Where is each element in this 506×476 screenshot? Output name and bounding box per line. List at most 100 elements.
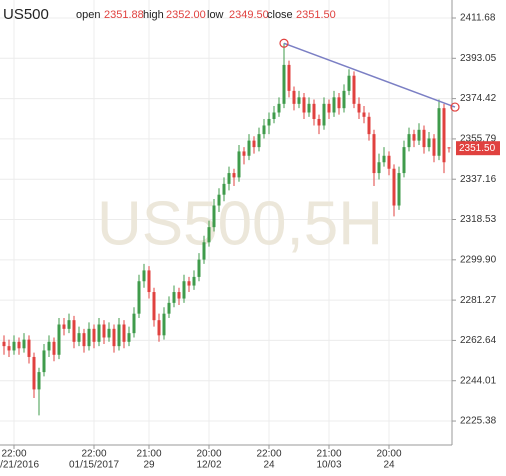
candle-body [177, 292, 181, 299]
candle-body [317, 118, 321, 126]
x-tick-date: 24 [383, 460, 395, 471]
candle-body [237, 151, 241, 178]
candle-body [247, 140, 251, 156]
candle-body [197, 259, 201, 277]
x-tick-time: 20:00 [376, 449, 401, 460]
candle-body [137, 281, 141, 314]
candle-body [437, 108, 441, 156]
candle-body [447, 147, 451, 149]
candle-body [232, 173, 236, 178]
candle-body [267, 118, 271, 126]
ohlc-name: close [267, 9, 293, 21]
candle-body [367, 116, 371, 135]
candle-body [397, 173, 401, 206]
candle-body [97, 324, 101, 342]
candle-body [307, 103, 311, 113]
candle-body [187, 281, 191, 286]
candle-body [92, 328, 96, 342]
ohlc-name: high [143, 9, 164, 21]
chart-title: US500 [3, 6, 49, 23]
candle-body [192, 276, 196, 286]
candle-body [327, 103, 331, 113]
y-tick-label: 2225.38 [460, 416, 497, 427]
candle-body [22, 339, 26, 349]
candle-body [32, 356, 36, 390]
y-tick-label: 2374.42 [460, 93, 497, 104]
candle-body [357, 103, 361, 113]
candle-body [432, 138, 436, 156]
x-tick-date: 29 [143, 460, 155, 471]
candle-body [107, 328, 111, 338]
x-tick-date: 10/03 [316, 460, 341, 471]
x-tick-time: 22:00 [81, 449, 106, 460]
candle-body [147, 270, 151, 293]
candle-body [82, 333, 86, 347]
trendline-handle [279, 38, 289, 48]
candle-body [352, 75, 356, 104]
y-tick-label: 2262.64 [460, 335, 497, 346]
y-tick-label: 2281.27 [460, 295, 497, 306]
candle-body [102, 324, 106, 338]
x-tick-time: 21:00 [316, 449, 341, 460]
candle-body [127, 333, 131, 342]
candle-body [202, 242, 206, 260]
y-tick-label: 2393.05 [460, 53, 497, 64]
candle-body [282, 64, 286, 104]
candle-body [322, 103, 326, 126]
candle-body [332, 97, 336, 113]
candle-body [117, 324, 121, 347]
candle-body [212, 205, 216, 228]
candle-body [347, 75, 351, 91]
candle-body [47, 341, 51, 351]
candle-body [217, 194, 221, 206]
trendline-handle [450, 102, 460, 112]
candle-body [42, 350, 46, 373]
candle-body [362, 112, 366, 117]
ohlc-value: 2351.50 [296, 9, 336, 21]
candle-body [427, 138, 431, 148]
x-tick-date: 01/15/2017 [69, 460, 119, 471]
candle-body [227, 173, 231, 184]
candle-body [67, 320, 71, 329]
trendline [283, 42, 456, 108]
candle-body [377, 162, 381, 174]
candle-body [112, 328, 116, 347]
candle-body [392, 168, 396, 206]
candle-body [162, 313, 166, 336]
candle-body [132, 313, 136, 334]
candle-body [182, 281, 186, 299]
candle-body [72, 320, 76, 342]
ohlc-name: open [76, 9, 100, 21]
candle-body [172, 292, 176, 303]
candle-body [52, 341, 56, 355]
candle-body [2, 341, 6, 347]
candle-body [37, 372, 41, 390]
candle-body [292, 90, 296, 104]
candle-body [142, 270, 146, 282]
y-tick-label: 2355.79 [460, 134, 497, 145]
ohlc-name: low [207, 9, 224, 21]
candle-body [407, 134, 411, 148]
y-tick-label: 2411.68 [460, 13, 496, 24]
candle-body [272, 112, 276, 119]
y-tick-label: 2244.01 [460, 375, 497, 386]
x-tick-time: 22:00 [256, 449, 281, 460]
candle-body [152, 292, 156, 321]
candle-body [257, 134, 261, 148]
candle-body [87, 328, 91, 347]
price-tag [456, 141, 500, 156]
candle-body [417, 129, 421, 141]
candle-body [442, 108, 446, 163]
candle-body [412, 134, 416, 141]
candle-body [287, 64, 291, 91]
candle-body [342, 90, 346, 109]
x-tick-time: 22:00 [1, 449, 26, 460]
candle-body [62, 324, 66, 329]
candle-body [402, 147, 406, 174]
candle-body [122, 324, 126, 342]
candle-body [167, 302, 171, 314]
candle-body [7, 346, 11, 351]
candle-body [372, 134, 376, 174]
